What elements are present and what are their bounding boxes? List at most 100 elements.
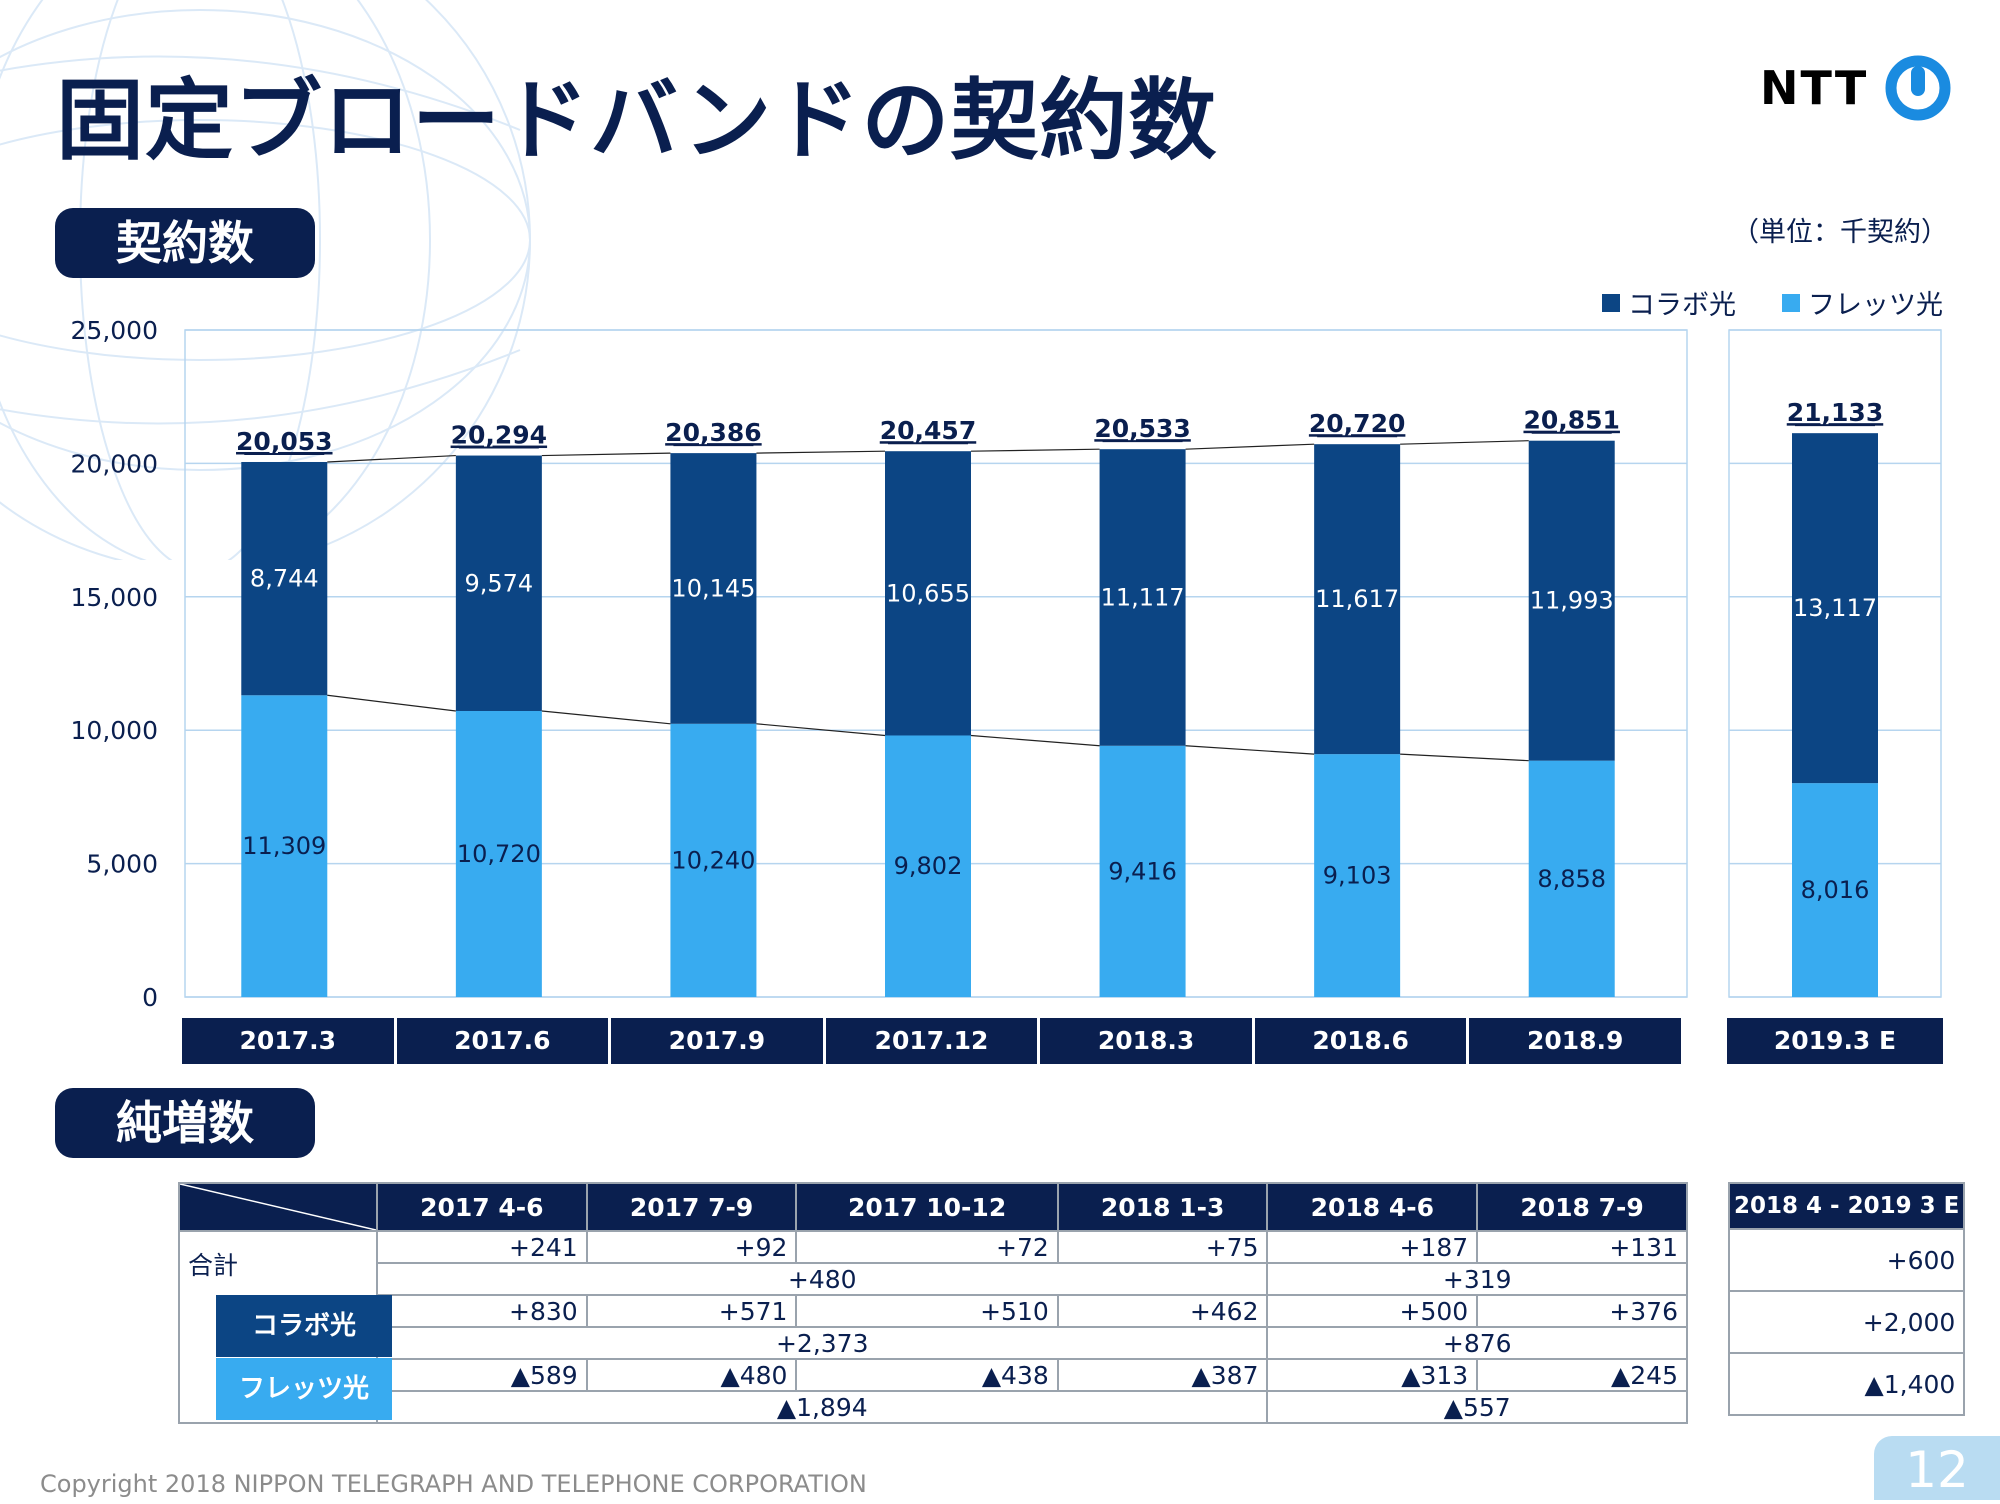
bar-flets [670, 723, 757, 997]
total-trend-line [1185, 443, 1315, 450]
legend-swatch-collabo [1602, 293, 1620, 312]
corner-diagonal [180, 1184, 376, 1230]
forecast-table: 2018 4 - 2019 3 E +600 +2,000 ▲1,400 [1727, 1182, 1966, 1416]
data-label-collabo: 10,655 [886, 579, 970, 607]
table-cell: +72 [795, 1230, 1059, 1264]
y-tick-label: 15,000 [71, 583, 158, 612]
table-cell: ▲480 [585, 1358, 798, 1392]
table-cell: +376 [1476, 1294, 1688, 1328]
data-label-collabo: 13,117 [1793, 594, 1877, 622]
x-tick-label: 2017.9 [611, 1018, 823, 1064]
data-label-flets: 8,016 [1801, 876, 1870, 904]
total-label: 21,133 [1787, 398, 1883, 427]
total-label: 20,386 [665, 418, 761, 447]
table-subtotal: +876 [1266, 1326, 1688, 1360]
data-label-collabo: 8,744 [250, 565, 319, 593]
total-trend-line [541, 452, 671, 457]
bar-flets [241, 695, 328, 997]
table-cell: ▲245 [1476, 1358, 1688, 1392]
forecast-cell: ▲1,400 [1727, 1352, 1966, 1416]
total-label: 20,720 [1309, 409, 1405, 438]
ntt-logo: NTT [1760, 52, 1954, 124]
row-label-flets: フレッツ光 [216, 1358, 392, 1420]
page-number: 12 [1874, 1436, 2000, 1500]
table-header: 2018 4-6 [1266, 1182, 1479, 1232]
legend-label-collabo: コラボ光 [1628, 290, 1736, 321]
row-label-total: 合計 [178, 1230, 378, 1295]
x-tick-label: 2018.6 [1254, 1018, 1467, 1064]
y-tick-label: 20,000 [71, 449, 158, 478]
forecast-header: 2018 4 - 2019 3 E [1727, 1182, 1966, 1230]
table-cell: +830 [376, 1294, 588, 1328]
table-cell: +75 [1056, 1230, 1269, 1264]
table-cell: ▲589 [376, 1358, 588, 1392]
x-tick-label: 2018.3 [1040, 1018, 1252, 1064]
data-label-flets: 9,416 [1108, 857, 1177, 885]
table-cell: ▲387 [1056, 1358, 1269, 1392]
table-header: 2017 7-9 [585, 1182, 798, 1232]
bar-flets [1099, 745, 1186, 997]
data-label-collabo: 11,617 [1315, 585, 1399, 613]
page-title: 固定ブロードバンドの契約数 [56, 69, 1218, 172]
table-subtotal: ▲1,894 [375, 1390, 1269, 1424]
bar-collabo [1528, 440, 1615, 761]
flets-trend-line [1400, 753, 1529, 762]
table-header: 2017 10-12 [795, 1182, 1059, 1232]
copyright: Copyright 2018 NIPPON TELEGRAPH AND TELE… [40, 1470, 867, 1498]
table-cell: +131 [1476, 1230, 1688, 1264]
table-header: 2017 4-6 [376, 1182, 588, 1232]
flets-trend-line [541, 710, 671, 725]
legend-flets: フレッツ光 [1782, 283, 1943, 322]
y-tick-label: 10,000 [71, 716, 158, 745]
y-tick-label: 0 [142, 983, 158, 1012]
data-label-flets: 11,309 [242, 832, 326, 860]
net-increase-table: 2017 4-6 2017 7-9 2017 10-12 2018 1-3 20… [178, 1182, 1688, 1424]
bar-collabo [1099, 449, 1186, 746]
row-label-collabo: コラボ光 [216, 1295, 392, 1357]
data-label-collabo: 10,145 [671, 574, 755, 602]
table-cell: +500 [1266, 1294, 1479, 1328]
ntt-logo-icon [1885, 55, 1951, 121]
table-subtotal: +2,373 [375, 1326, 1269, 1360]
x-tick-label: 2019.3 E [1727, 1018, 1943, 1064]
data-label-flets: 9,802 [894, 852, 963, 880]
data-label-collabo: 11,117 [1101, 583, 1185, 611]
total-label: 20,457 [880, 416, 976, 445]
table-header: 2018 1-3 [1056, 1182, 1269, 1232]
forecast-cell: +600 [1727, 1228, 1966, 1292]
bar-collabo [1314, 444, 1401, 755]
bar-collabo [455, 455, 542, 711]
bar-flets [455, 710, 542, 997]
data-label-flets: 8,858 [1537, 865, 1606, 893]
x-tick-label: 2017.6 [396, 1018, 609, 1064]
total-label: 20,851 [1523, 406, 1619, 435]
flets-trend-line [756, 723, 886, 737]
flets-trend-line [327, 694, 456, 712]
bar-flets [1314, 754, 1401, 997]
logo-text: NTT [1760, 61, 1869, 115]
contracts-chart: 0 5,000 10,000 15,000 20,000 25,000 11,309 8,74… [71, 316, 1942, 1012]
bar-flets [1792, 783, 1878, 997]
bar-collabo [1792, 433, 1878, 784]
data-label-flets: 9,103 [1323, 862, 1392, 890]
table-cell: +571 [585, 1294, 798, 1328]
table-corner [178, 1182, 378, 1232]
flets-trend-line [1185, 745, 1315, 755]
flets-trend-line [970, 734, 1100, 747]
bar-collabo [885, 451, 971, 736]
table-header: 2018 7-9 [1476, 1182, 1688, 1232]
bar-flets [885, 735, 971, 997]
x-tick-label: 2017.12 [825, 1018, 1038, 1064]
data-label-collabo: 11,993 [1530, 587, 1614, 615]
table-cell: +92 [585, 1230, 798, 1264]
x-tick-label: 2017.3 [182, 1018, 394, 1064]
total-trend-line [970, 448, 1100, 452]
table-subtotal: +319 [1266, 1262, 1688, 1296]
total-trend-line [756, 450, 886, 454]
legend-label-flets: フレッツ光 [1808, 290, 1943, 321]
section-net-label: 純増数 [55, 1088, 315, 1158]
table-cell: ▲438 [795, 1358, 1059, 1392]
data-label-flets: 10,240 [671, 846, 755, 874]
data-label-flets: 10,720 [457, 840, 541, 868]
table-cell: +241 [376, 1230, 588, 1264]
